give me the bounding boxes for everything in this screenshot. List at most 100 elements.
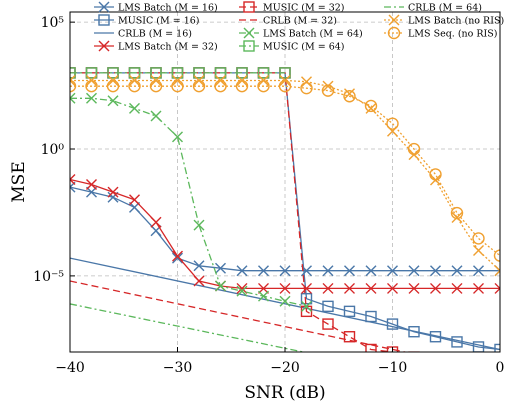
data-point — [473, 245, 484, 257]
legend-label: LMS Batch (M = 16) — [118, 3, 218, 14]
data-point — [322, 80, 334, 92]
data-point — [279, 282, 291, 294]
data-point — [407, 142, 421, 156]
y-tick-label: 10⁻⁵ — [33, 269, 64, 285]
data-point — [321, 84, 335, 97]
data-point — [408, 351, 420, 352]
data-point — [300, 81, 313, 95]
data-point — [430, 282, 441, 294]
data-point — [128, 67, 141, 79]
data-point — [450, 206, 464, 220]
data-point — [258, 265, 269, 277]
series-line — [70, 79, 500, 272]
data-point — [322, 300, 334, 313]
data-point — [149, 79, 163, 93]
legend-item: LMS Batch (M = 64) — [239, 27, 363, 40]
legend-marker — [98, 14, 110, 26]
data-point — [343, 305, 356, 318]
series-10 — [70, 79, 500, 262]
data-point — [387, 265, 398, 277]
legend-marker — [243, 1, 255, 13]
data-point — [279, 265, 291, 277]
legend-marker — [243, 27, 255, 39]
legend-label: CRLB (M = 16) — [118, 29, 192, 40]
data-point — [236, 67, 248, 79]
series-4 — [70, 67, 462, 372]
legend-item: CRLB (M = 64) — [384, 3, 482, 14]
data-point — [300, 293, 313, 305]
data-point — [408, 282, 420, 294]
data-point — [86, 92, 97, 104]
legend-marker — [98, 1, 110, 13]
data-point — [70, 75, 76, 87]
data-point — [429, 168, 442, 181]
data-point — [301, 282, 312, 294]
data-point — [452, 362, 462, 372]
series-line — [70, 97, 307, 307]
data-point — [172, 131, 183, 143]
data-point — [301, 76, 312, 88]
legend: LMS Batch (M = 16) MUSIC (M = 16) CRLB (M … — [94, 1, 504, 53]
series-7 — [70, 67, 291, 79]
data-point — [193, 275, 205, 287]
legend-item: LMS Batch (no RIS) — [384, 14, 504, 27]
data-point — [257, 67, 270, 79]
data-point — [107, 95, 119, 107]
legend-item: LMS Batch (M = 32) — [94, 40, 218, 53]
x-axis-label: SNR (dB) — [244, 383, 325, 403]
legend-label: CRLB (M = 64) — [408, 3, 482, 14]
series-line — [70, 72, 396, 352]
data-point — [129, 194, 140, 206]
legend-item: CRLB (M = 16) — [94, 29, 192, 40]
y-tick-label: 10⁰ — [41, 142, 65, 158]
legend-label: MUSIC (M = 64) — [263, 42, 345, 53]
data-point — [193, 67, 205, 79]
legend-label: LMS Batch (M = 32) — [118, 42, 218, 53]
legend-marker — [387, 26, 401, 40]
data-point — [301, 300, 312, 312]
data-point — [386, 318, 399, 330]
data-point — [107, 67, 119, 79]
data-point — [365, 265, 377, 277]
data-point — [364, 99, 378, 113]
legend-label: CRLB (M = 32) — [263, 16, 337, 27]
data-point — [85, 67, 98, 79]
data-point — [408, 265, 420, 277]
legend-item: CRLB (M = 32) — [239, 16, 337, 27]
data-point — [322, 318, 334, 330]
data-point — [172, 252, 183, 264]
data-point — [386, 117, 399, 130]
data-point — [365, 343, 377, 352]
legend-item: LMS Seq. (no RIS) — [384, 26, 498, 40]
axis-ticks: −40 −30 −20 −10 0 10⁵ 10⁰ 10⁻⁵ — [33, 15, 504, 376]
data-point — [343, 90, 356, 103]
x-tick-label: −20 — [270, 360, 300, 376]
data-point — [70, 67, 76, 79]
data-point — [344, 265, 355, 277]
legend-label: LMS Seq. (no RIS) — [408, 29, 498, 40]
data-point — [129, 102, 140, 114]
data-point — [236, 282, 248, 294]
data-point — [322, 282, 334, 294]
x-tick-label: −40 — [55, 360, 85, 376]
data-point — [106, 79, 120, 93]
data-point — [451, 282, 463, 294]
data-point — [257, 79, 270, 93]
data-point — [214, 67, 227, 79]
y-tick-label: 10⁵ — [41, 15, 65, 31]
data-point — [193, 219, 205, 231]
data-point — [431, 357, 441, 367]
data-point — [473, 265, 484, 277]
data-point — [472, 232, 485, 245]
data-point — [85, 79, 98, 93]
data-point — [258, 290, 269, 302]
legend-item: LMS Batch (M = 16) — [94, 1, 218, 14]
data-point — [451, 265, 463, 277]
data-point — [365, 282, 377, 294]
data-point — [344, 282, 355, 294]
data-point — [171, 79, 184, 93]
legend-marker — [388, 14, 400, 26]
data-point — [494, 282, 500, 294]
series-layer — [70, 67, 500, 372]
x-tick-label: 0 — [496, 360, 505, 376]
